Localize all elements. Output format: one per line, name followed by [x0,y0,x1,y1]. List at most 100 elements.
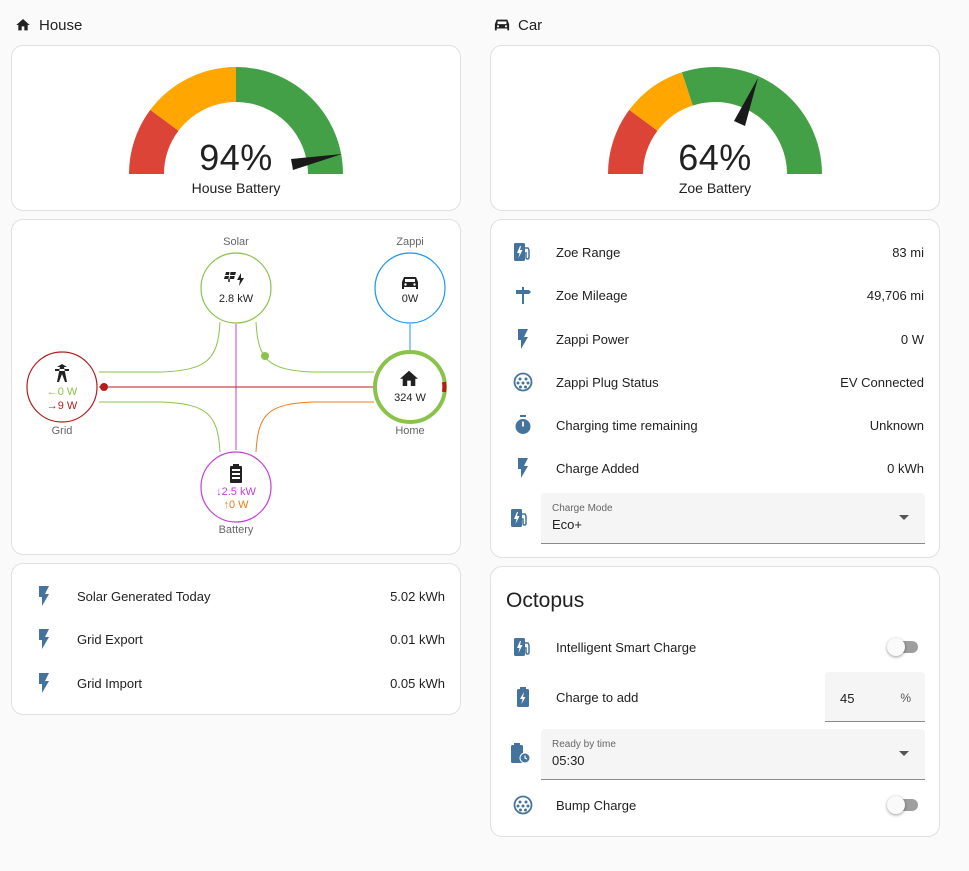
flow-line-solar-home [255,321,374,373]
entity-value: 0 kWh [887,460,924,476]
car-icon [402,277,418,289]
battery-charging-icon [511,685,535,709]
home-label: Home [395,425,425,437]
gauge-orange-segment [629,72,693,131]
house-battery-gauge [129,67,343,174]
entity-label: Zappi Plug Status [556,374,659,390]
energy-row-grid-export[interactable]: Grid Export 0.01 kWh [12,624,460,654]
entity-row-zappi-plug-status[interactable]: Zappi Plug Status EV Connected [491,367,939,397]
entity-value: 83 mi [892,244,924,260]
house-section-title: House [15,14,82,36]
ev-station-icon [511,508,535,532]
entity-row-charge-added[interactable]: Charge Added 0 kWh [491,453,939,483]
flash-icon [511,327,535,351]
gauge-needle [291,154,342,170]
ev-station-icon [511,635,535,659]
smart-charge-toggle[interactable] [887,637,921,657]
zappi-label: Zappi [396,236,424,248]
charge-mode-value: Eco+ [552,517,582,532]
energy-row-grid-import[interactable]: Grid Import 0.05 kWh [12,668,460,698]
energy-value: 0.01 kWh [390,631,445,647]
flash-icon [32,584,56,608]
ready-by-time-label: Ready by time [552,739,616,750]
flow-line-home-battery [255,401,374,453]
house-battery-value: 94% [199,137,273,178]
car-icon [494,19,510,31]
energy-value: 0.05 kWh [390,675,445,691]
entity-label: Zappi Power [556,331,629,347]
smart-charge-row[interactable]: Intelligent Smart Charge [491,632,939,662]
battery-label: Battery [218,524,254,536]
zoe-battery-value: 64% [678,137,752,178]
flash-icon [511,456,535,480]
charge-to-add-input[interactable]: 45 % [825,672,925,722]
entity-row-charging-time-remaining[interactable]: Charging time remaining Unknown [491,410,939,440]
energy-card: Solar Generated Today 5.02 kWh Grid Expo… [11,563,461,715]
zappi-value: 0W [401,293,419,305]
car-entities-card: Zoe Range 83 mi Zoe Mileage 49,706 mi Za… [490,219,940,558]
charge-to-add-label: Charge to add [556,689,639,705]
home-icon [16,19,30,31]
entity-label: Charging time remaining [556,417,698,433]
charge-mode-select[interactable]: Charge Mode Eco+ [541,493,925,544]
zoe-battery-gauge-card[interactable]: 64% Zoe Battery [490,45,940,211]
entity-row-zoe-range[interactable]: Zoe Range 83 mi [491,237,939,267]
energy-label: Grid Import [77,675,143,691]
home-node[interactable] [373,350,447,424]
flow-dot-grid [100,383,108,391]
grid-label: Grid [51,425,73,437]
flow-line-grid-battery [99,401,221,453]
car-title: Car [518,16,543,34]
octopus-title: Octopus [506,589,585,612]
entity-value: 49,706 mi [866,287,924,303]
zoe-battery-label: Zoe Battery [678,180,752,196]
transmission-tower-icon [55,364,69,382]
ready-by-time-value: 05:30 [552,753,585,768]
entity-value: 0 W [900,331,924,347]
entity-label: Charge Added [556,460,640,476]
gauge-green-segment [681,67,822,174]
gauge-needle [734,78,758,126]
energy-value: 5.02 kWh [390,588,445,604]
battery-clock-icon [511,743,535,767]
bump-charge-row[interactable]: Bump Charge [491,790,939,820]
grid-export-value: ←0 W [46,386,78,398]
timer-icon [511,413,535,437]
house-battery-gauge-card[interactable]: 94% House Battery [11,45,461,211]
solar-label: Solar [223,236,249,248]
ready-by-time-select[interactable]: Ready by time 05:30 [541,729,925,780]
charge-mode-label: Charge Mode [552,503,613,514]
power-flow-lines [26,252,447,523]
solar-node[interactable] [200,252,272,324]
grid-node[interactable] [26,351,98,423]
charge-to-add-unit: % [900,691,911,705]
charge-to-add-value: 45 [840,691,855,706]
entity-label: Zoe Mileage [556,287,628,303]
entity-row-zoe-mileage[interactable]: Zoe Mileage 49,706 mi [491,280,939,310]
gauge-red-segment [608,109,658,174]
energy-label: Solar Generated Today [77,588,211,604]
bump-charge-toggle[interactable] [887,795,921,815]
zoe-battery-gauge [608,67,822,174]
flash-icon [32,627,56,651]
flash-icon [32,671,56,695]
battery-node[interactable] [200,451,272,523]
power-flow-card[interactable]: Solar 2.8 kW Zappi 0W ←0 W →9 W Grid 324… [11,219,461,555]
battery-out-value: ↑0 W [223,499,249,511]
battery-charging-icon [230,464,242,483]
signpost-icon [511,283,535,307]
flow-dot-solar [261,352,269,360]
flow-line-solar-grid [99,321,221,373]
zappi-node[interactable] [374,252,446,324]
gauge-orange-segment [150,67,236,131]
ev-plug-icon [511,793,535,817]
home-power-icon [400,370,418,386]
bump-charge-label: Bump Charge [556,797,637,813]
house-title: House [39,16,83,34]
chevron-down-icon [899,751,909,756]
smart-charge-label: Intelligent Smart Charge [556,639,697,655]
entity-row-zappi-power[interactable]: Zappi Power 0 W [491,324,939,354]
energy-row-solar-generated[interactable]: Solar Generated Today 5.02 kWh [12,581,460,611]
entity-value: EV Connected [840,374,924,390]
car-section-title: Car [494,14,542,36]
